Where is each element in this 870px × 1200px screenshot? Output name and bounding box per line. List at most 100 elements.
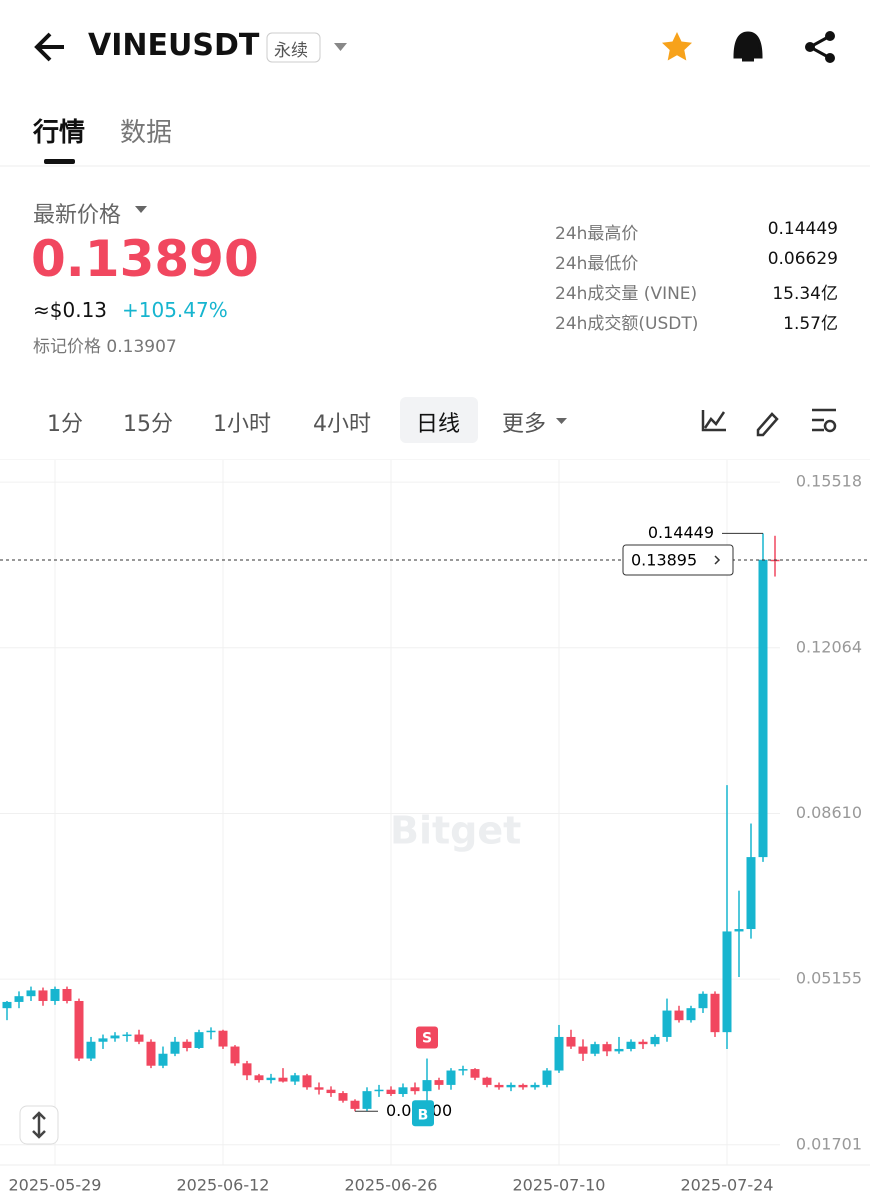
candle-body [146,1041,156,1066]
candle-body [554,1036,564,1071]
max-label: 0.14449 [648,523,714,542]
expand-icon [32,1111,46,1139]
candle-body [662,1010,672,1037]
candle-body [134,1034,144,1042]
candle-body [530,1084,540,1088]
candle-body [290,1075,300,1082]
candle-body [86,1041,96,1059]
candle-body [614,1048,624,1052]
candle-body [374,1089,384,1092]
stat-value: 15.34亿 [772,284,838,304]
interval[interactable]: 4小时 [313,412,371,437]
sell-marker [416,1026,438,1049]
stat-label: 24h最高价 [555,224,639,244]
candle-body [266,1077,276,1081]
candle-body [326,1089,336,1094]
candle-body [338,1093,348,1101]
more-dropdown[interactable] [556,418,567,424]
interval[interactable]: 1小时 [213,412,271,437]
buy-marker [412,1100,434,1127]
last-price-label: 0.13895 [631,550,697,569]
tab-underline [44,159,75,164]
candle-body [482,1077,492,1085]
candle-body [278,1077,288,1082]
candle-body [434,1080,444,1085]
x-tick-label: 2025-07-10 [513,1176,606,1195]
candle-body [38,990,48,1001]
stat-value: 0.06629 [767,249,838,269]
usd-price: ≈$0.13 [33,298,108,322]
candle-body [2,1001,12,1009]
y-tick-label: 0.08610 [796,803,862,822]
candle-body [386,1089,396,1095]
badge: 永续 [274,41,308,61]
sell-marker-text: S [422,1031,432,1047]
last-price: 0.13890 [31,230,259,288]
candle-body [170,1041,180,1054]
candle-body [470,1069,480,1078]
interval[interactable]: 日线 [416,412,461,437]
alert-bell[interactable] [733,31,763,62]
symbol-dropdown[interactable] [334,43,347,51]
last-price-arrow [714,555,721,565]
candle-body [518,1084,528,1088]
candle-body [638,1041,648,1045]
candle-body [98,1038,108,1042]
tab[interactable]: 数据 [120,118,173,148]
candle-body [674,1010,684,1021]
mark-price: 标记价格 0.13907 [33,337,177,357]
candle-body [362,1091,372,1109]
candle-body [698,993,708,1009]
candle-body [566,1036,576,1047]
x-tick-label: 2025-06-12 [177,1176,270,1195]
stat-value: 1.57亿 [783,314,838,334]
candle-body [578,1046,588,1054]
candle-body [398,1087,408,1095]
watermark: Bitget [390,809,521,853]
interval[interactable]: 1分 [47,412,83,437]
stat-label: 24h最低价 [555,254,639,274]
candle-body [302,1075,312,1088]
y-tick-label: 0.15518 [796,472,862,491]
back-button[interactable] [34,32,64,62]
toolbar-icons[interactable] [701,408,837,437]
candle-body [602,1044,612,1052]
tab[interactable]: 行情 [33,118,86,148]
symbol: VINEUSDT [88,28,260,63]
interval[interactable]: 更多 [502,412,547,437]
interval[interactable]: 15分 [123,412,173,437]
badge-box [266,32,321,63]
candle-body [350,1100,360,1109]
share-button[interactable] [805,31,835,63]
candle-body [626,1041,636,1049]
stat-value: 0.14449 [767,219,838,239]
candle-body [230,1046,240,1064]
candle-body [686,1008,696,1021]
change: +105.47% [122,298,228,322]
candle-body [710,993,720,1033]
candle-body [590,1044,600,1054]
candle-body [770,559,780,562]
candle-body [314,1087,324,1090]
candle-body [14,996,24,1002]
last-price-box [622,544,734,576]
candle-body [182,1041,192,1048]
x-tick-label: 2025-07-24 [681,1176,774,1195]
y-tick-label: 0.01701 [796,1134,862,1153]
favorite-star[interactable] [662,32,692,61]
candle-body [158,1053,168,1066]
candle-body [242,1063,252,1076]
candle-body [422,1080,432,1092]
candle-body [74,1000,84,1059]
buy-marker-text: B [418,1107,429,1123]
candle-body [254,1075,264,1081]
candle-body [218,1030,228,1047]
y-tick-label: 0.12064 [796,637,862,656]
candle-body [734,929,744,932]
candle-body [26,990,36,997]
y-tick-label: 0.05155 [796,969,862,988]
candle-body [110,1035,120,1039]
price-dropdown[interactable] [135,206,147,213]
